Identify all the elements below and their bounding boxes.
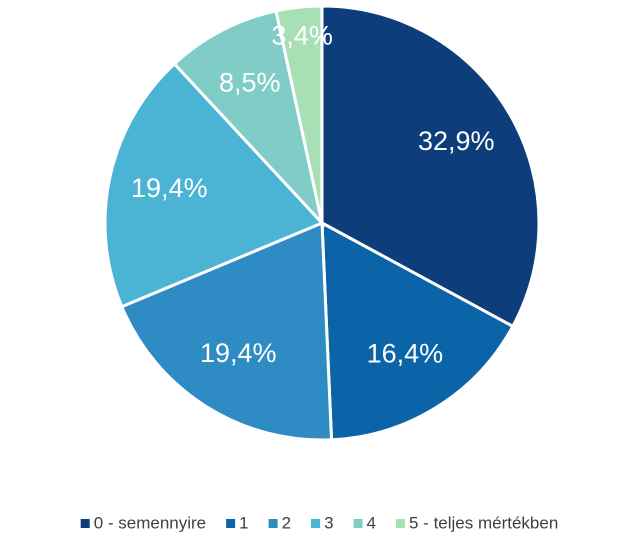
pie-slice [119, 220, 334, 442]
legend-text: 1 [239, 513, 248, 532]
slice-label: 8,5% [219, 68, 281, 98]
legend-swatch [226, 519, 236, 528]
legend-swatch [80, 519, 90, 528]
legend-swatch [268, 519, 278, 528]
pie-slice [320, 220, 515, 442]
legend: 0 - semennyire 1 2 3 4 5 - teljes mértékben [80, 513, 558, 532]
pie-slice [103, 61, 325, 309]
slice-label: 19,4% [200, 338, 277, 368]
legend-text: 3 [324, 513, 333, 532]
legend-swatch [396, 519, 406, 528]
pie-slice [320, 4, 541, 329]
slice-label: 19,4% [131, 173, 208, 203]
legend-swatch [311, 519, 321, 528]
legend-swatch [353, 519, 363, 528]
pie-slice [274, 4, 324, 224]
legend-text: 0 - semennyire [94, 513, 206, 532]
slice-label: 16,4% [367, 339, 444, 369]
pie-slice [172, 9, 325, 229]
legend-text: 5 - teljes mértékben [409, 513, 558, 532]
legend-text: 2 [282, 513, 291, 532]
slice-label: 32,9% [418, 126, 495, 156]
legend-text: 4 [367, 513, 376, 532]
slice-label: 3,4% [271, 21, 333, 51]
